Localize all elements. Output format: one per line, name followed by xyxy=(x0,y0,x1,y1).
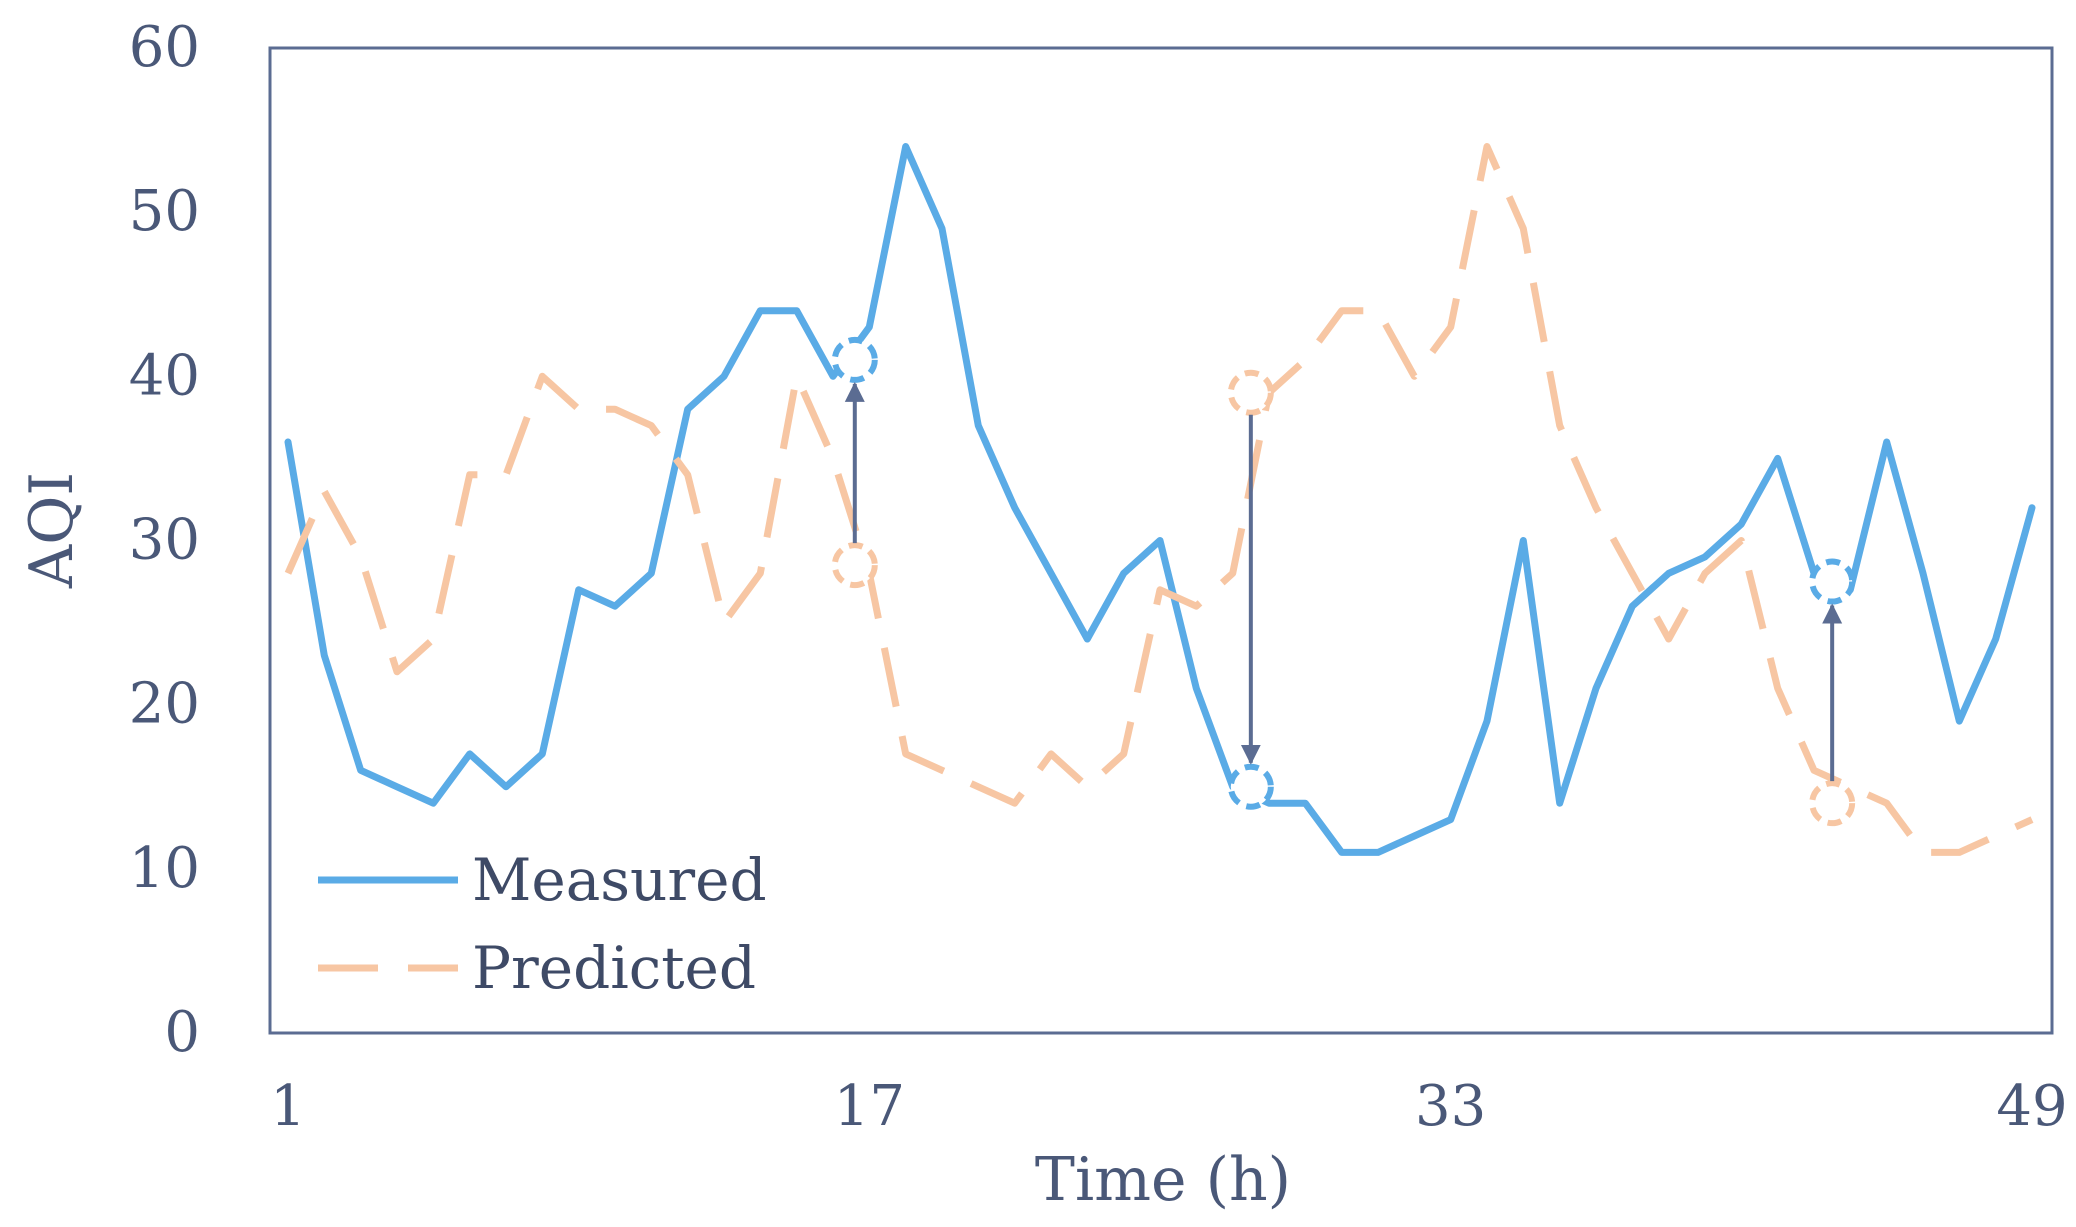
y-tick-label: 50 xyxy=(129,179,200,244)
annotation-end-marker xyxy=(831,336,878,383)
y-tick-label: 0 xyxy=(164,1000,200,1065)
annotation-layer xyxy=(831,336,1856,827)
x-tick-label: 1 xyxy=(270,1074,306,1139)
y-tick-label: 10 xyxy=(129,836,200,901)
series-line-predicted xyxy=(284,143,2034,856)
annotation-start-marker xyxy=(1809,780,1856,827)
annotation-start-marker xyxy=(1227,369,1274,416)
annotation-end-marker xyxy=(1809,558,1856,605)
x-axis-title: Time (h) xyxy=(1035,1145,1291,1215)
x-tick-label: 49 xyxy=(1996,1074,2067,1139)
legend: Measured Predicted xyxy=(318,846,767,1002)
plot-frame xyxy=(268,46,2054,1035)
y-tick-label: 30 xyxy=(129,508,200,573)
legend-label-predicted: Predicted xyxy=(472,934,756,1002)
x-axis-ticks: 1 17 33 49 xyxy=(270,1074,2067,1139)
y-axis-title: AQI xyxy=(17,472,87,589)
annotation-end-marker xyxy=(1227,763,1274,810)
y-tick-label: 60 xyxy=(129,15,200,80)
annotation-start-marker xyxy=(831,542,878,589)
legend-label-measured: Measured xyxy=(472,846,767,914)
y-tick-label: 40 xyxy=(129,343,200,408)
x-tick-label: 33 xyxy=(1415,1074,1486,1139)
series-layer xyxy=(284,143,2036,856)
y-axis-ticks: 0 10 20 30 40 50 60 xyxy=(129,15,200,1065)
series-line-measured xyxy=(284,143,2036,856)
y-tick-label: 20 xyxy=(129,672,200,737)
x-tick-label: 17 xyxy=(834,1074,905,1139)
